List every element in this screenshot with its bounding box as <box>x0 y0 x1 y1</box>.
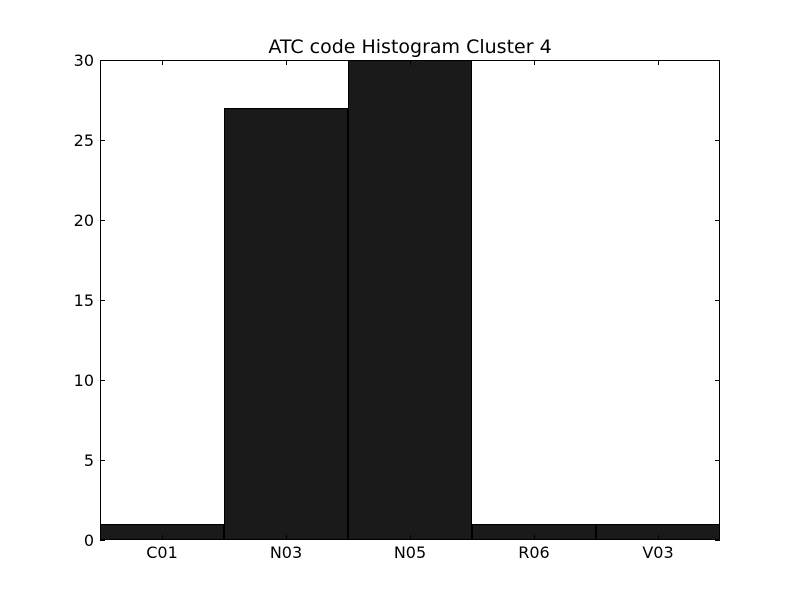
x-tick-label-n03: N03 <box>270 543 302 562</box>
x-tick-label-v03: V03 <box>642 543 673 562</box>
x-tick-label-r06: R06 <box>518 543 549 562</box>
bar-series <box>100 60 720 540</box>
x-axis: C01 N03 N05 R06 V03 <box>146 60 674 562</box>
bar-n05 <box>348 60 472 540</box>
y-tick-label: 15 <box>74 291 94 310</box>
chart-title: ATC code Histogram Cluster 4 <box>268 36 551 58</box>
y-tick-label: 30 <box>74 51 94 70</box>
y-tick-label: 10 <box>74 371 94 390</box>
x-tick-label-n05: N05 <box>394 543 426 562</box>
y-tick-label: 5 <box>84 451 94 470</box>
y-tick-label: 20 <box>74 211 94 230</box>
y-tick-label: 0 <box>84 531 94 550</box>
plot-frame <box>100 60 720 540</box>
y-tick-label: 25 <box>74 131 94 150</box>
x-tick-label-c01: C01 <box>146 543 178 562</box>
bar-n03 <box>224 108 348 540</box>
